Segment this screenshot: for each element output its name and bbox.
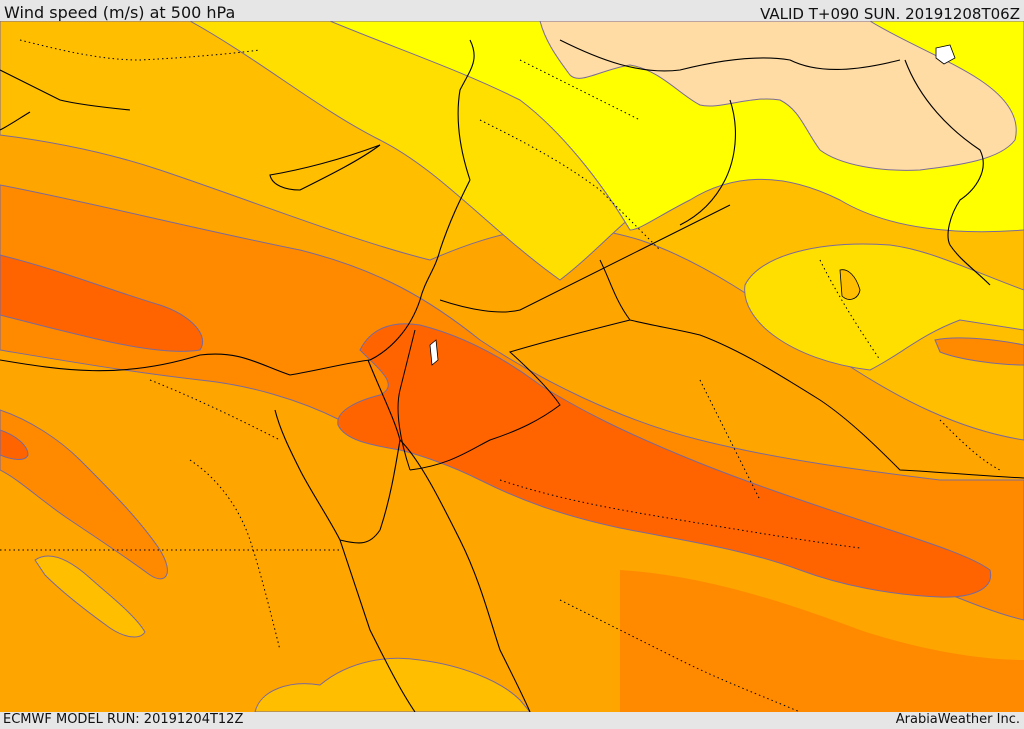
island-feature-gulf (839, 269, 861, 300)
credit-label: ArabiaWeather Inc. (895, 712, 1020, 727)
valid-time-label: VALID T+090 SUN. 20191208T06Z (760, 5, 1020, 23)
wind-band-gold-southwest (34, 555, 146, 638)
wind-band-deep-orange (0, 254, 992, 598)
wind-band-deep-orange-west (0, 429, 29, 460)
map-canvas (0, 21, 1024, 712)
dead-sea-feature (429, 339, 439, 366)
coastlines (0, 39, 991, 712)
model-run-label: ECMWF MODEL RUN: 20191204T12Z (3, 712, 244, 727)
wind-band-orange-southeast (620, 570, 1024, 712)
wind-band-peach (539, 21, 1017, 171)
country-borders (397, 204, 1024, 479)
wind-speed-map (0, 21, 1024, 712)
internal-boundaries (0, 39, 1001, 712)
lake-feature-northeast (935, 44, 956, 65)
wind-band-deep-orange-east (934, 337, 1024, 366)
map-title: Wind speed (m/s) at 500 hPa (4, 3, 236, 22)
map-footer: ECMWF MODEL RUN: 20191204T12Z ArabiaWeat… (0, 712, 1024, 729)
map-header: Wind speed (m/s) at 500 hPa VALID T+090 … (0, 0, 1024, 23)
wind-band-orange-southwest (0, 409, 168, 580)
